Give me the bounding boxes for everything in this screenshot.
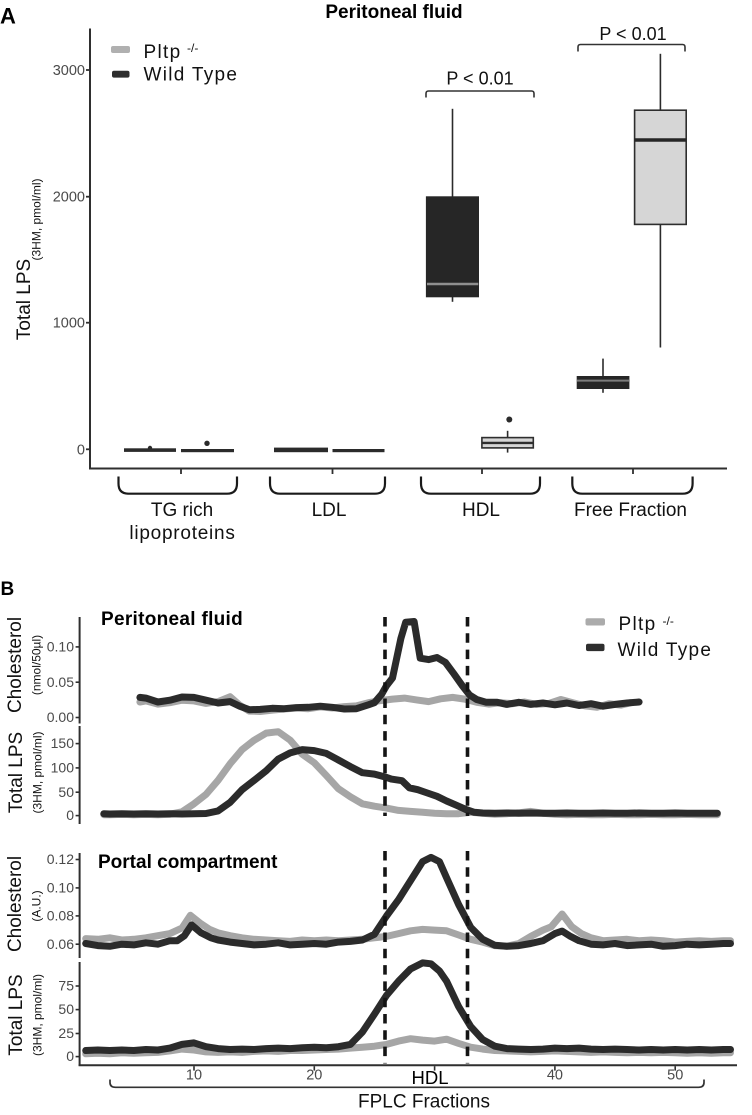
svg-text:Peritoneal fluid: Peritoneal fluid	[101, 609, 243, 630]
svg-text:0.00: 0.00	[47, 709, 74, 725]
svg-text:0.06: 0.06	[47, 936, 74, 952]
svg-text:100: 100	[51, 760, 75, 776]
svg-text:(A.U.): (A.U.)	[30, 890, 44, 921]
svg-text:0: 0	[77, 442, 85, 458]
svg-text:Pltp: Pltp	[144, 42, 182, 63]
svg-text:P < 0.01: P < 0.01	[599, 24, 666, 44]
svg-text:-/-: -/-	[663, 614, 674, 628]
svg-text:50: 50	[58, 784, 74, 800]
svg-text:0.12: 0.12	[47, 851, 74, 867]
svg-text:A: A	[0, 4, 16, 29]
svg-text:B: B	[1, 579, 15, 600]
svg-text:Pltp: Pltp	[619, 614, 657, 635]
svg-text:Cholesterol: Cholesterol	[5, 856, 26, 952]
svg-text:50: 50	[667, 1068, 683, 1084]
svg-text:FPLC Fractions: FPLC Fractions	[358, 1092, 490, 1111]
svg-text:Wild Type: Wild Type	[618, 640, 713, 661]
svg-text:20: 20	[306, 1068, 322, 1084]
svg-text:75: 75	[58, 978, 74, 994]
svg-text:(3HM, pmol/ml): (3HM, pmol/ml)	[30, 178, 44, 260]
svg-text:40: 40	[547, 1068, 563, 1084]
svg-text:LDL: LDL	[312, 500, 347, 521]
svg-text:10: 10	[186, 1068, 202, 1084]
svg-text:P < 0.01: P < 0.01	[446, 69, 513, 89]
svg-text:150: 150	[51, 735, 75, 751]
svg-text:(3HM, pmol/ml): (3HM, pmol/ml)	[31, 731, 45, 813]
svg-text:0.10: 0.10	[47, 639, 74, 655]
svg-text:3000: 3000	[53, 63, 85, 79]
svg-text:Peritoneal fluid: Peritoneal fluid	[325, 2, 462, 23]
svg-text:Total LPS: Total LPS	[6, 732, 27, 813]
svg-text:TG rich: TG rich	[151, 500, 213, 521]
svg-text:25: 25	[58, 1025, 74, 1041]
svg-text:Free Fraction: Free Fraction	[574, 500, 687, 521]
svg-text:0.05: 0.05	[47, 674, 74, 690]
svg-text:0: 0	[66, 1048, 74, 1064]
svg-text:50: 50	[58, 1001, 74, 1017]
svg-text:(nmol/50µl): (nmol/50µl)	[30, 635, 44, 695]
svg-text:Cholesterol: Cholesterol	[5, 617, 26, 713]
svg-text:1000: 1000	[53, 316, 85, 332]
svg-text:Portal compartment: Portal compartment	[98, 852, 278, 873]
svg-text:HDL: HDL	[411, 1067, 448, 1088]
svg-text:Wild Type: Wild Type	[144, 65, 239, 86]
svg-text:0: 0	[66, 807, 74, 823]
svg-text:Total LPS: Total LPS	[6, 974, 27, 1055]
svg-text:lipoproteins: lipoproteins	[129, 523, 235, 544]
svg-text:0.10: 0.10	[47, 880, 74, 896]
svg-text:2000: 2000	[53, 190, 85, 206]
svg-text:Total LPS: Total LPS	[14, 259, 35, 340]
svg-text:-/-: -/-	[187, 41, 198, 55]
svg-text:HDL: HDL	[462, 500, 500, 521]
svg-text:0.08: 0.08	[47, 908, 74, 924]
svg-text:(3HM, pmol/ml): (3HM, pmol/ml)	[31, 974, 45, 1056]
